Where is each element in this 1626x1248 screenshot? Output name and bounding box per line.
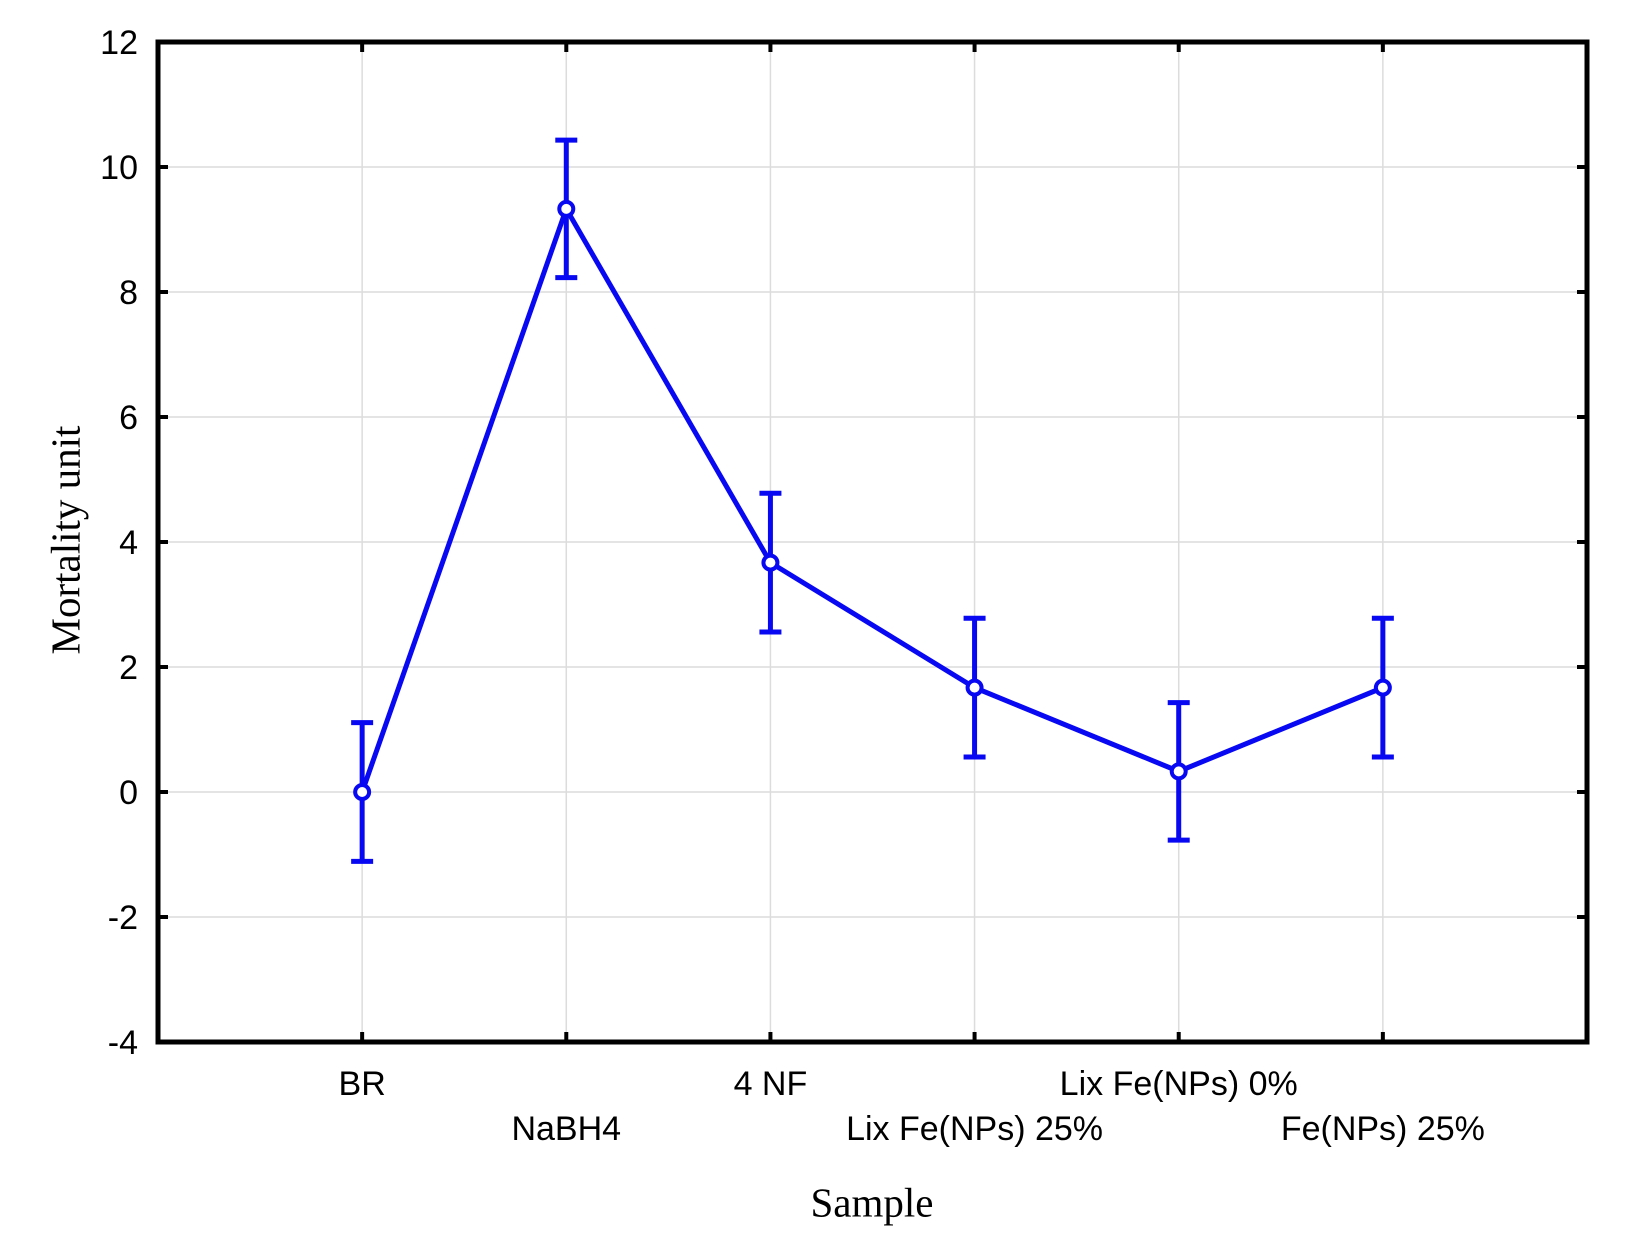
y-tick-label: 12 xyxy=(100,24,138,62)
data-point-marker xyxy=(557,199,576,218)
data-point-marker xyxy=(1169,762,1188,781)
y-tick-label: -2 xyxy=(108,899,138,937)
y-tick-label: 8 xyxy=(119,274,138,312)
y-tick-label: 6 xyxy=(119,399,138,437)
data-point-marker xyxy=(965,678,984,697)
y-tick-label: 4 xyxy=(119,524,138,562)
y-tick-label: 2 xyxy=(119,649,138,687)
x-tick-label: NaBH4 xyxy=(511,1110,621,1148)
y-tick-label: 0 xyxy=(119,774,138,812)
x-axis-title: Sample xyxy=(810,1179,934,1226)
data-point-marker xyxy=(761,553,780,572)
data-point-marker xyxy=(1373,678,1392,697)
y-axis-title: Mortality unit xyxy=(42,425,89,655)
x-tick-label: Lix Fe(NPs) 25% xyxy=(846,1110,1103,1148)
x-tick-label: Lix Fe(NPs) 0% xyxy=(1060,1065,1298,1103)
x-tick-label: BR xyxy=(339,1065,386,1103)
x-tick-label: Fe(NPs) 25% xyxy=(1281,1110,1485,1148)
x-tick-label: 4 NF xyxy=(734,1065,808,1103)
y-tick-label: 10 xyxy=(100,149,138,187)
series-line xyxy=(359,206,1386,795)
y-tick-label: -4 xyxy=(108,1024,138,1062)
data-point-marker xyxy=(353,783,372,801)
